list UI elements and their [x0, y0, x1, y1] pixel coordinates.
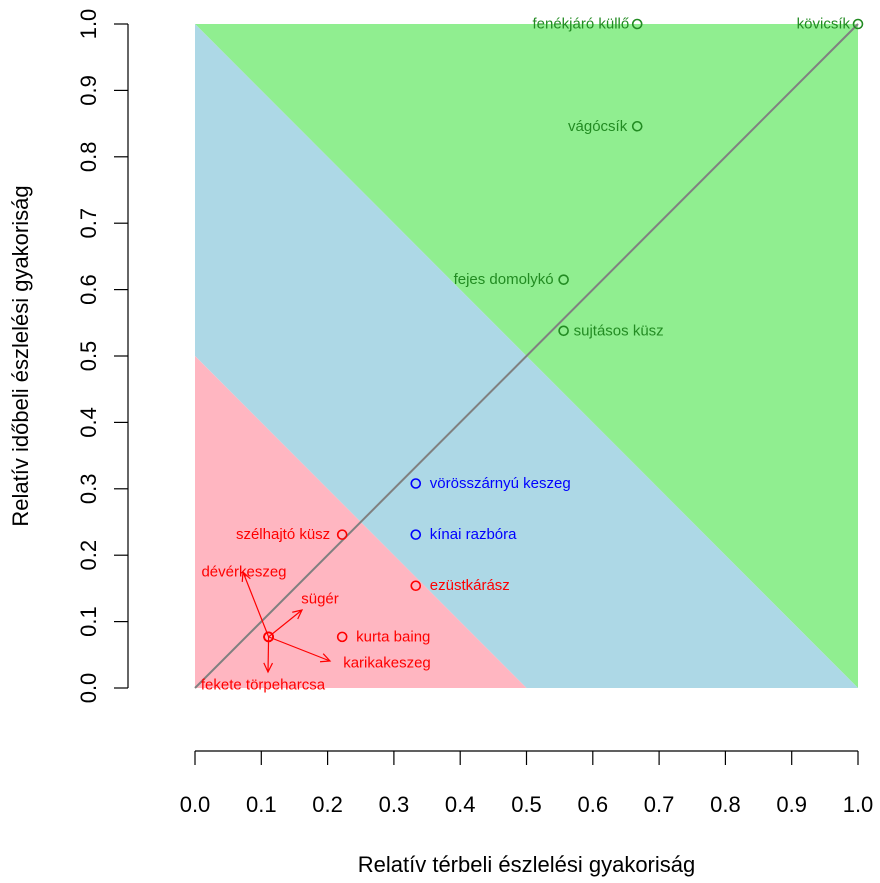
y-tick-label: 0.1: [76, 606, 101, 637]
x-tick-label: 0.6: [578, 792, 609, 817]
data-point: [631, 120, 643, 132]
arrow-head: [319, 653, 332, 663]
point-label: kövicsík: [797, 16, 851, 33]
y-tick-label: 0.5: [76, 341, 101, 372]
overlap-arrows: [241, 570, 332, 674]
data-point: [410, 580, 422, 592]
y-tick-label: 0.7: [76, 208, 101, 239]
data-points: fenékjáró küllő kövicsík vágócsík fejes dom…: [201, 16, 864, 694]
y-tick-label: 0.0: [76, 673, 101, 704]
axes: 0.0 0.1 0.2 0.3 0.4 0.5 0.6 0.7 0.8 0.9 1.0 0.0 0.1 0…: [76, 9, 873, 817]
arrow-line: [268, 636, 331, 662]
point-label: vágócsík: [568, 118, 628, 135]
point-label: karikakeszeg: [343, 655, 431, 672]
x-tick-label: 0.1: [246, 792, 277, 817]
y-tick-label: 0.2: [76, 540, 101, 571]
x-tick-label: 0.4: [445, 792, 476, 817]
x-tick-label: 0.7: [644, 792, 675, 817]
data-point: [852, 18, 864, 30]
y-tick-label: 0.4: [76, 407, 101, 438]
data-point: [631, 18, 643, 30]
point-label: kurta baing: [356, 628, 430, 645]
x-tick-label: 0.8: [710, 792, 741, 817]
data-point: [558, 274, 569, 285]
x-tick-label: 0.5: [511, 792, 542, 817]
y-tick-label: 0.6: [76, 274, 101, 305]
y-tick-label: 1.0: [76, 9, 101, 40]
arrow-head: [263, 662, 274, 674]
point-label: fekete törpeharcsa: [201, 677, 326, 694]
point-label: sügér: [301, 591, 339, 608]
arrow-head: [292, 609, 304, 620]
data-point: [336, 631, 348, 643]
point-label: sujtásos küsz: [574, 322, 664, 339]
data-point: [263, 631, 274, 643]
arrow-line: [268, 609, 303, 638]
y-tick-label: 0.8: [76, 142, 101, 173]
point-label: kínai razbóra: [430, 526, 517, 543]
arrow-line: [267, 636, 270, 673]
y-axis-title: Relatív időbeli észlelési gyakoriság: [8, 185, 33, 526]
point-label: dévérkeszeg: [201, 564, 286, 581]
point-label: fenékjáró küllő: [532, 16, 629, 33]
x-tick-label: 0.9: [776, 792, 807, 817]
y-tick-label: 0.9: [76, 75, 101, 106]
point-label: szélhajtó küsz: [236, 526, 330, 543]
arrow-line: [242, 571, 270, 638]
data-point: [558, 325, 569, 337]
x-axis-title: Relatív térbeli észlelési gyakoriság: [358, 852, 696, 877]
diagonal-reference-line: [194, 23, 859, 689]
point-label: fejes domolykó: [454, 271, 554, 288]
x-tick-label: 0.0: [180, 792, 211, 817]
data-point: [410, 529, 422, 540]
x-tick-label: 0.3: [379, 792, 410, 817]
arrow-head: [241, 570, 251, 583]
x-tick-label: 0.2: [312, 792, 343, 817]
point-label: vörösszárnyú keszeg: [430, 475, 571, 492]
x-tick-label: 1.0: [843, 792, 874, 817]
data-point: [410, 478, 422, 489]
y-tick-label: 0.3: [76, 474, 101, 505]
data-point: [336, 529, 348, 540]
point-label: ezüstkárász: [430, 577, 510, 594]
